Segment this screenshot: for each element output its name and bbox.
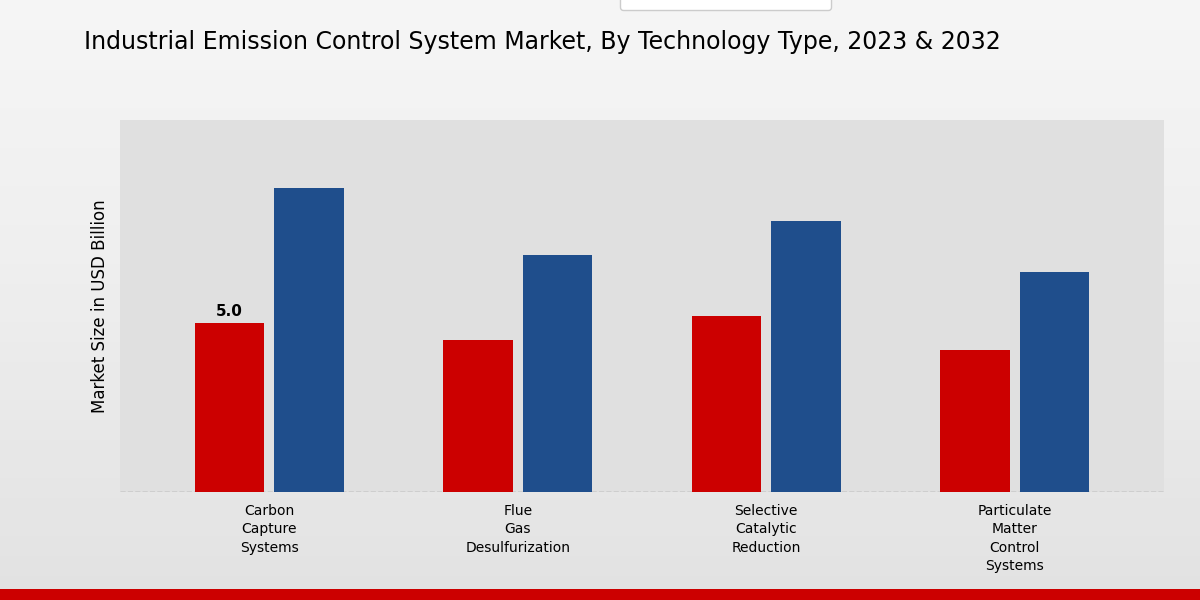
Bar [274,188,343,492]
Text: 5.0: 5.0 [216,304,242,319]
Bar [941,350,1010,492]
Text: Industrial Emission Control System Market, By Technology Type, 2023 & 2032: Industrial Emission Control System Marke… [84,30,1001,54]
Bar [523,255,593,492]
Y-axis label: Market Size in USD Billion: Market Size in USD Billion [91,199,109,413]
Bar [443,340,512,492]
Bar [1020,272,1090,492]
Bar [194,323,264,492]
Bar [772,221,841,492]
Bar [691,316,761,492]
Legend: 2023, 2032: 2023, 2032 [620,0,832,10]
